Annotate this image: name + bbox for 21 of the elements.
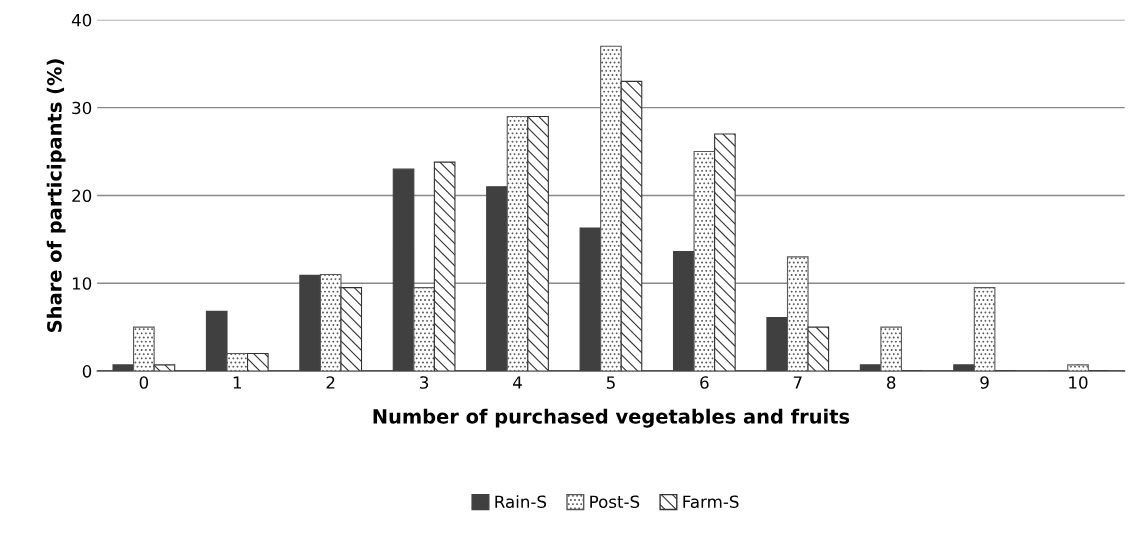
x-tick-label: 10 <box>1069 376 1088 389</box>
x-tick-label: 2 <box>326 376 335 389</box>
legend-label: Farm-S <box>683 495 739 509</box>
x-tick-label: 5 <box>606 376 615 389</box>
y-axis-title: Share of participants (%) <box>46 59 66 332</box>
x-tick-label: 7 <box>793 376 802 389</box>
x-tick-label: 3 <box>420 376 429 389</box>
x-tick-label: 9 <box>980 376 989 389</box>
y-tick-label: 0 <box>82 365 92 378</box>
x-tick-label: 1 <box>233 376 242 389</box>
x-tick-label: 4 <box>513 376 522 389</box>
y-tick-label: 40 <box>71 13 92 27</box>
legend-label: Post-S <box>590 495 640 509</box>
legend-label: Rain-S <box>495 495 547 509</box>
x-tick-label: 0 <box>139 376 149 389</box>
x-tick-label: 6 <box>700 376 709 389</box>
y-tick-label: 20 <box>72 189 92 203</box>
x-axis-title: Number of purchased vegetables and fruits <box>373 408 850 428</box>
y-tick-label: 10 <box>72 277 92 290</box>
y-tick-label: 30 <box>72 101 92 115</box>
x-tick-label: 8 <box>887 376 896 389</box>
